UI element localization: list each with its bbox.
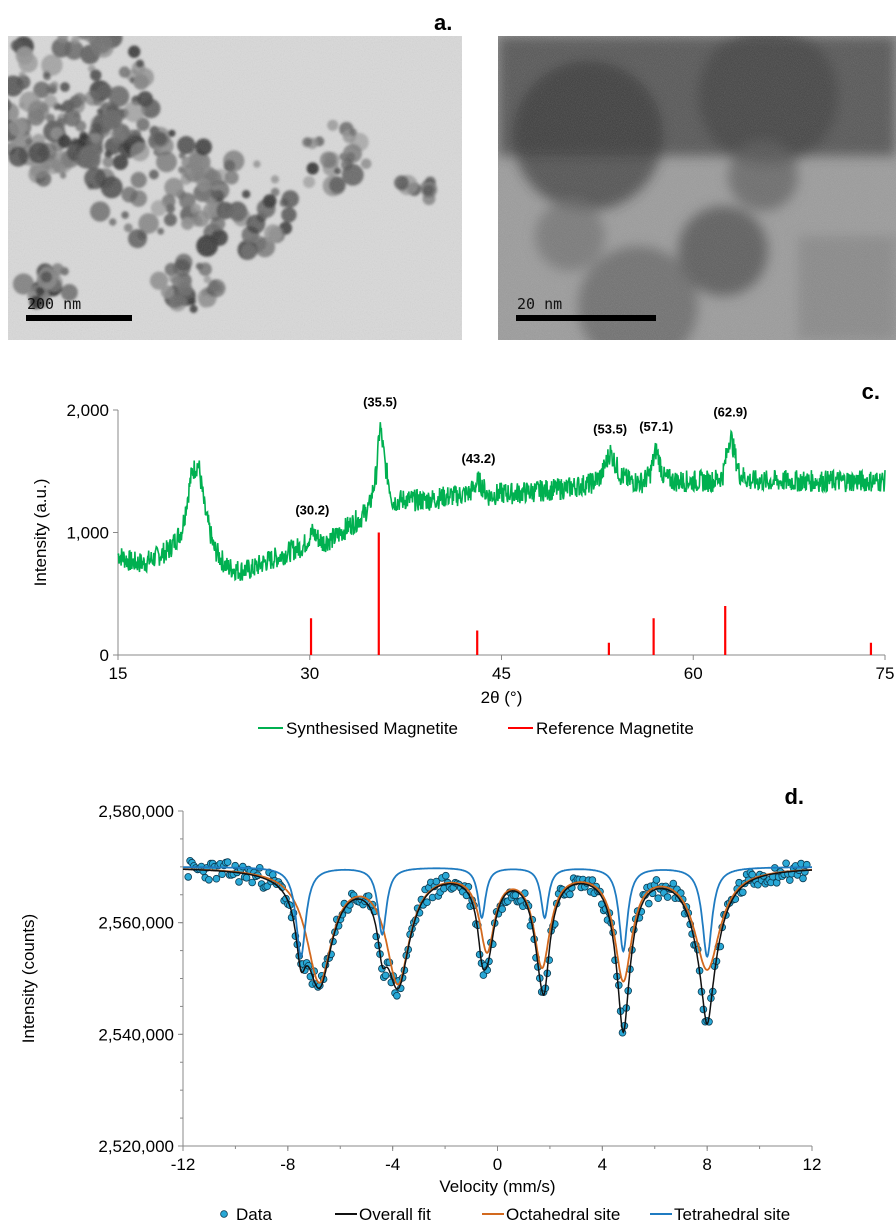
x-tick-label: 60 [684,664,703,683]
y-axis-label: Intensity (counts) [19,914,38,1043]
x-axis-label: 2θ (°) [481,688,523,707]
data-point [748,870,756,879]
x-tick-label: 30 [300,664,319,683]
data-point [669,879,678,888]
x-tick-label: 45 [492,664,511,683]
data-point [782,859,790,868]
legend-item: Reference Magnetite [508,719,694,738]
data-point [644,899,653,908]
scale-bar-label: 20 nm [517,295,563,313]
x-tick-label: 8 [702,1155,711,1174]
data-point [242,874,251,882]
data-point [479,971,488,979]
data-point [393,992,401,1000]
tetrahedral-site-line [183,866,812,959]
data-point [566,890,574,899]
legend-item: Tetrahedral site [650,1205,790,1224]
peak-annotation: (35.5) [363,395,397,410]
synthesised-magnetite-line [117,422,886,582]
data-point [588,876,597,884]
peak-annotation: (53.5) [593,422,627,437]
legend-label: Tetrahedral site [674,1205,790,1224]
legend-item: Synthesised Magnetite [258,719,458,738]
data-point [423,898,431,906]
x-tick-label: 15 [109,664,128,683]
scale-bar [516,315,656,321]
data-point [212,874,221,883]
tem-micrograph-high-mag: 20 nm [498,36,896,340]
x-tick-label: 4 [598,1155,607,1174]
peak-annotation: (57.1) [639,419,673,434]
y-tick-label: 2,000 [66,401,109,420]
y-tick-label: 0 [100,646,109,665]
x-tick-label: -8 [280,1155,295,1174]
x-tick-label: -4 [385,1155,400,1174]
mossbauer-chart: d. 2,520,000 2,540,000 2,560,000 2,580,000 -1… [19,784,822,1224]
data-point [441,871,450,880]
data-point [184,873,193,881]
legend-label: Octahedral site [506,1205,620,1224]
y-tick-label: 1,000 [66,524,109,543]
tem-image-high-mag [498,36,896,340]
scale-bar [26,315,132,321]
legend-swatch [220,1210,228,1218]
panel-a-label: a. [434,10,453,35]
legend-label: Data [236,1205,272,1224]
x-tick-label: 75 [876,664,895,683]
tem-image-low-mag [8,36,462,340]
tem-micrograph-low-mag: 200 nm [8,36,462,340]
panel-c-label: c. [862,379,880,404]
peak-annotation: (43.2) [462,451,496,466]
legend-label: Overall fit [359,1205,431,1224]
data-point [235,878,243,886]
data-point [381,971,390,980]
data-point [799,874,807,883]
y-tick-label: 2,520,000 [98,1137,174,1156]
legend-item: Overall fit [335,1205,431,1224]
x-tick-label: 12 [803,1155,822,1174]
y-tick-label: 2,540,000 [98,1025,174,1044]
data-point [432,877,441,886]
data-point [652,876,661,884]
data-point [785,876,794,884]
legend-label: Reference Magnetite [536,719,694,738]
legend-label: Synthesised Magnetite [286,719,458,738]
overall-fit-line [183,868,812,1034]
data-point [223,858,232,866]
peak-annotation: (30.2) [295,503,329,518]
data-point [654,894,662,902]
peak-annotation: (62.9) [713,405,747,420]
legend-item: Data [220,1205,272,1224]
xrd-chart: c. 0 1,000 2,000 15 30 45 60 75 2θ (°) Intensity (… [31,379,895,738]
x-axis-label: Velocity (mm/s) [439,1177,555,1196]
x-tick-label: 0 [493,1155,502,1174]
scale-bar-label: 200 nm [27,295,82,313]
panel-d-label: d. [784,784,804,809]
data-point [738,888,747,897]
x-tick-label: -12 [171,1155,196,1174]
y-axis-label: Intensity (a.u.) [31,479,50,587]
data-point [205,876,213,884]
y-tick-label: 2,560,000 [98,914,174,933]
y-tick-label: 2,580,000 [98,802,174,821]
data-point [663,893,672,901]
data-point [248,878,257,887]
legend-item: Octahedral site [482,1205,620,1224]
